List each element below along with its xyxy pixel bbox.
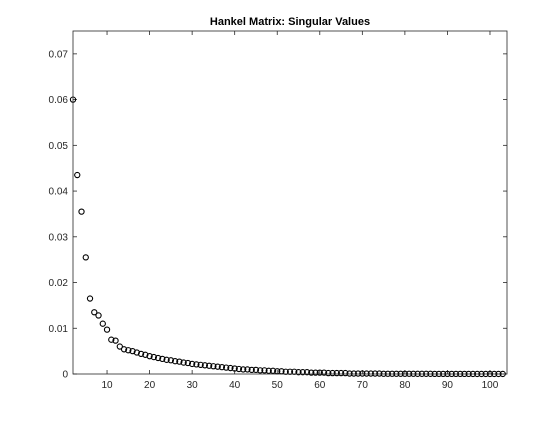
data-point <box>295 369 302 376</box>
data-point <box>325 369 332 377</box>
plot-background <box>73 31 507 374</box>
data-point <box>235 365 243 373</box>
x-tick-label: 60 <box>314 380 326 391</box>
data-point <box>218 363 226 371</box>
data-point <box>197 361 204 369</box>
data-point <box>214 363 221 370</box>
data-point <box>120 346 128 353</box>
data-point <box>163 356 170 363</box>
y-tick-label: 0.02 <box>49 278 69 289</box>
x-tick-label: 70 <box>357 380 369 391</box>
data-point <box>193 361 200 368</box>
data-point <box>86 295 94 302</box>
data-point <box>354 370 362 377</box>
x-tick-label: 100 <box>482 380 499 391</box>
data-point <box>137 350 145 358</box>
data-point <box>103 326 111 333</box>
x-tick-label: 90 <box>442 380 454 391</box>
x-tick-label: 20 <box>144 380 156 391</box>
data-point <box>146 353 153 360</box>
data-point <box>261 367 268 374</box>
data-point <box>78 208 85 215</box>
data-point <box>320 369 328 376</box>
data-point <box>167 357 175 364</box>
data-point <box>252 366 260 374</box>
data-point <box>363 370 370 377</box>
data-point <box>201 362 209 369</box>
x-tick-label: 50 <box>272 380 284 391</box>
data-point <box>227 364 234 372</box>
data-point <box>154 354 162 362</box>
data-point <box>316 369 323 376</box>
data-point <box>112 337 119 344</box>
data-point <box>116 343 123 350</box>
data-point <box>346 370 353 377</box>
y-tick-label: 0.07 <box>49 49 69 60</box>
data-point <box>257 367 264 374</box>
data-point <box>91 309 98 316</box>
data-point <box>231 365 238 372</box>
data-point <box>329 369 336 377</box>
data-point <box>184 359 192 367</box>
y-tick-label: 0.05 <box>49 141 69 152</box>
data-point <box>376 370 383 377</box>
data-point <box>244 366 251 373</box>
x-tick-label: 80 <box>399 380 411 391</box>
data-point <box>129 347 136 355</box>
x-tick-label: 40 <box>229 380 241 391</box>
y-axis-ticks: 0 0.01 0.02 0.03 0.04 0.05 0.06 0.07 <box>49 49 507 381</box>
data-point <box>303 369 311 376</box>
data-point <box>176 358 183 365</box>
data-point <box>74 171 81 179</box>
data-point <box>180 359 187 366</box>
y-tick-label: 0.06 <box>49 95 69 106</box>
data-point <box>240 366 247 373</box>
data-point <box>308 369 315 376</box>
data-point <box>248 366 255 374</box>
data-point <box>142 351 149 358</box>
data-point <box>125 347 132 354</box>
data-point <box>299 369 306 376</box>
data-point <box>333 369 340 377</box>
data-point <box>371 370 379 377</box>
data-point <box>95 312 102 319</box>
data-point <box>159 355 166 363</box>
chart-title: Hankel Matrix: Singular Values <box>210 16 370 28</box>
y-tick-label: 0.01 <box>49 324 69 335</box>
y-tick-label: 0.03 <box>49 232 69 243</box>
data-point <box>359 370 366 377</box>
data-point <box>210 363 217 370</box>
data-point <box>223 364 230 371</box>
y-tick-label: 0.04 <box>49 187 69 198</box>
data-point <box>171 358 179 365</box>
data-point <box>133 349 140 356</box>
data-point <box>265 367 272 374</box>
data-point <box>367 370 374 377</box>
data-point <box>99 320 106 327</box>
data-point <box>108 336 115 343</box>
y-tick-label: 0 <box>62 370 68 381</box>
data-point <box>337 369 345 377</box>
data-point <box>150 353 157 361</box>
x-tick-label: 10 <box>101 380 113 391</box>
data-point <box>342 369 349 377</box>
x-axis-ticks: 10 20 30 40 50 60 70 80 90 100 <box>101 31 499 391</box>
data-point <box>82 254 89 261</box>
data-point <box>188 360 196 368</box>
data-point <box>312 369 319 376</box>
data-point <box>350 370 357 377</box>
data-point <box>269 367 277 374</box>
data-point <box>206 362 213 369</box>
x-tick-label: 30 <box>187 380 199 391</box>
plot-frame <box>72 30 508 375</box>
